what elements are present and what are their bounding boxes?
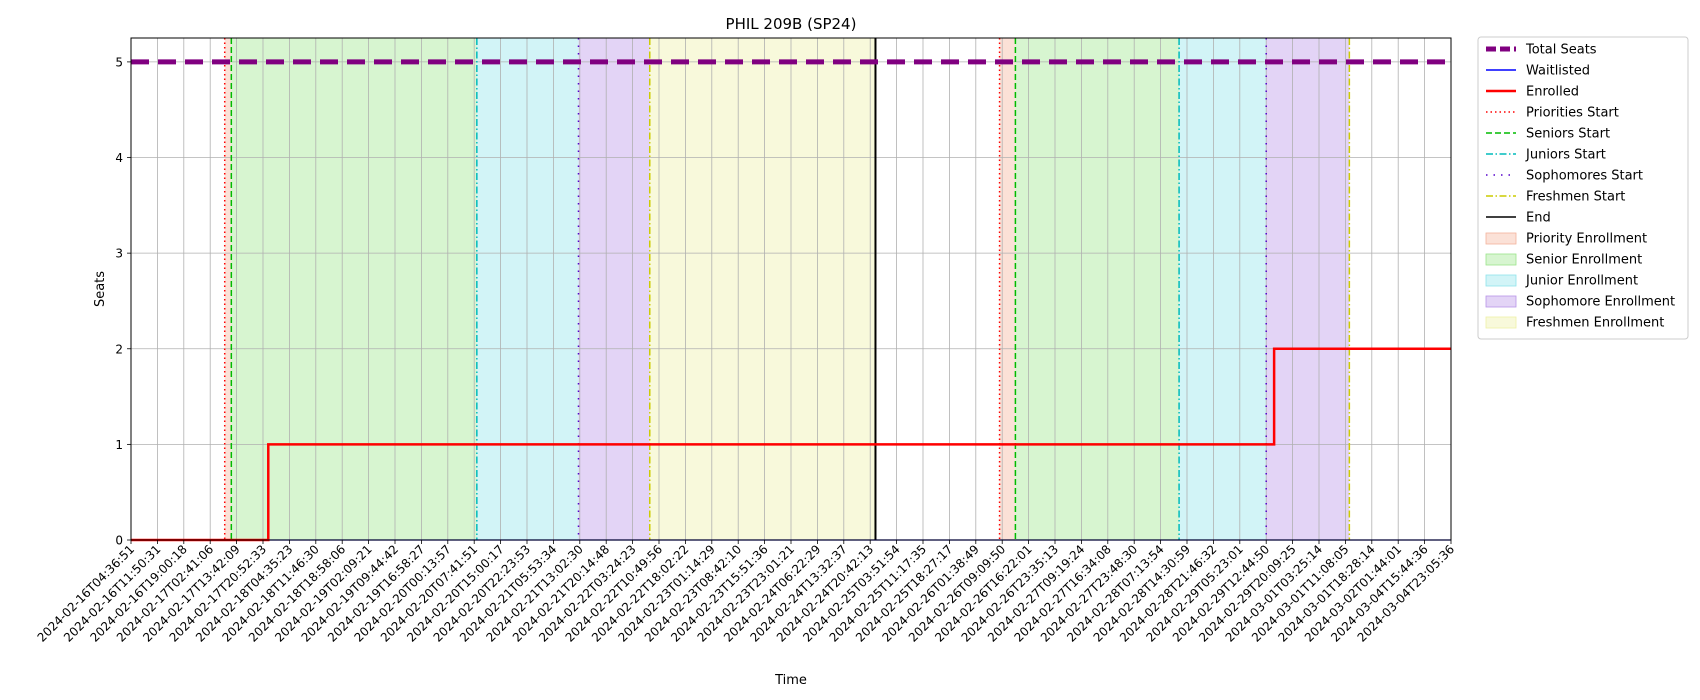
legend-juniors-start-label: Juniors Start bbox=[1525, 148, 1606, 163]
chart-title: PHIL 209B (SP24) bbox=[726, 15, 857, 33]
region-sophomore-enrollment bbox=[578, 38, 650, 540]
region-freshmen-enrollment bbox=[649, 38, 876, 540]
period-start-lines bbox=[223, 38, 1351, 540]
y-tick-label: 3 bbox=[115, 247, 123, 261]
legend-junior-enrollment-swatch bbox=[1485, 274, 1517, 287]
region-senior-enrollment bbox=[231, 38, 477, 540]
region-junior-enrollment bbox=[476, 38, 579, 540]
legend-freshmen-enrollment-label: Freshmen Enrollment bbox=[1526, 316, 1664, 331]
region-sophomore-enrollment bbox=[1266, 38, 1350, 540]
y-tick-label: 5 bbox=[115, 55, 123, 69]
region-senior-enrollment bbox=[1015, 38, 1180, 540]
legend-sophomore-enrollment-swatch bbox=[1485, 295, 1517, 308]
legend-sophomore-enrollment-label: Sophomore Enrollment bbox=[1526, 295, 1675, 310]
legend-priority-enrollment-label: Priority Enrollment bbox=[1526, 232, 1647, 247]
legend-waitlisted-label: Waitlisted bbox=[1526, 64, 1590, 79]
y-tick-label: 0 bbox=[115, 534, 123, 548]
legend-senior-enrollment-swatch bbox=[1485, 253, 1517, 266]
y-tick-label: 2 bbox=[115, 342, 123, 356]
y-tick-label: 4 bbox=[115, 151, 123, 165]
legend-seniors-start-label: Seniors Start bbox=[1526, 127, 1610, 142]
legend-freshmen-enrollment-swatch bbox=[1485, 316, 1517, 329]
legend-total-seats-label: Total Seats bbox=[1525, 43, 1597, 58]
region-priority-enrollment bbox=[999, 38, 1016, 540]
legend-senior-enrollment-label: Senior Enrollment bbox=[1526, 253, 1642, 268]
legend-priorities-start-label: Priorities Start bbox=[1526, 106, 1619, 121]
legend: Total Seats Waitlisted Enrolled Priorities … bbox=[1477, 36, 1689, 340]
region-junior-enrollment bbox=[1179, 38, 1267, 540]
region-priority-enrollment bbox=[224, 38, 232, 540]
x-axis: 2024-02-16T04:36:512024-02-16T11:50:3120… bbox=[35, 540, 1457, 645]
legend-end-label: End bbox=[1526, 211, 1551, 226]
legend-sophomores-start-label: Sophomores Start bbox=[1526, 169, 1643, 184]
legend-box bbox=[1477, 36, 1689, 340]
legend-enrolled-label: Enrolled bbox=[1526, 85, 1579, 100]
y-axis-label: Seats bbox=[93, 271, 108, 307]
x-axis-label: Time bbox=[774, 673, 807, 688]
legend-freshmen-start-label: Freshmen Start bbox=[1526, 190, 1625, 205]
y-tick-label: 1 bbox=[115, 438, 123, 452]
legend-priority-enrollment-swatch bbox=[1485, 232, 1517, 245]
legend-junior-enrollment-label: Junior Enrollment bbox=[1525, 274, 1638, 289]
enrollment-regions bbox=[224, 38, 1350, 540]
y-axis: 0 1 2 3 4 5 bbox=[115, 55, 131, 548]
